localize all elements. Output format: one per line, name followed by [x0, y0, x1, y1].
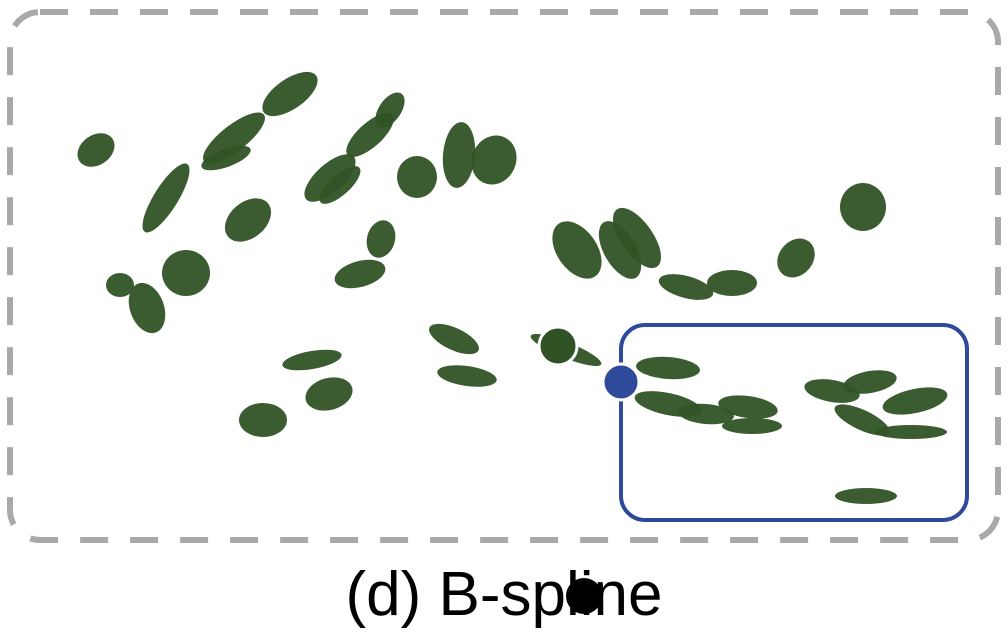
leaf: [707, 270, 757, 296]
leaf: [77, 133, 115, 167]
leaf: [397, 156, 437, 198]
leaf: [840, 183, 886, 231]
leaf: [598, 221, 642, 279]
leaf: [224, 198, 272, 242]
leaf: [437, 365, 497, 387]
figure-caption: (d) B-spline: [345, 560, 663, 629]
leaf: [552, 221, 602, 279]
leaf: [875, 425, 947, 439]
leaf: [282, 349, 342, 371]
anchor-point[interactable]: [537, 325, 579, 367]
control-point[interactable]: [601, 362, 641, 402]
leaf: [128, 282, 166, 334]
leaf: [262, 71, 318, 117]
leaf: [142, 163, 190, 233]
leaf: [613, 207, 661, 269]
leaf: [203, 112, 265, 164]
leaf: [471, 135, 517, 185]
leaf: [201, 145, 251, 171]
leaf: [106, 273, 134, 297]
leaf: [658, 274, 714, 300]
leaf: [777, 238, 815, 278]
leaf: [239, 403, 287, 437]
outer-dashed-boundary: [7, 9, 1001, 543]
leaf: [882, 387, 948, 415]
leaf: [375, 92, 405, 128]
leaf: [636, 356, 700, 380]
leaf: [334, 259, 386, 289]
cursor-icon: [566, 578, 602, 614]
leaf: [304, 154, 356, 202]
leaf: [834, 404, 890, 436]
leaf: [843, 370, 897, 394]
leaf: [305, 377, 353, 411]
leaf: [835, 488, 897, 504]
leaf: [429, 323, 479, 355]
leaf: [162, 250, 210, 296]
leaf-cluster: [77, 71, 948, 504]
selection-box[interactable]: [619, 323, 969, 522]
leaf: [442, 122, 476, 188]
leaf: [678, 403, 734, 425]
leaf: [722, 418, 782, 434]
leaf: [718, 395, 778, 419]
leaf: [319, 166, 361, 204]
leaf: [366, 220, 396, 258]
